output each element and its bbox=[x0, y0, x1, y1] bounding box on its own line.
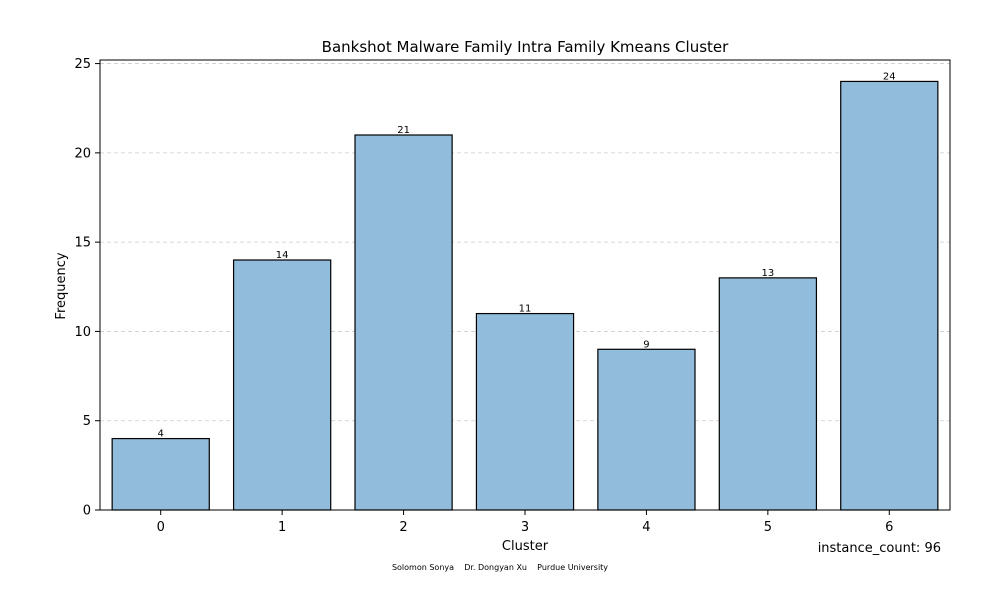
x-tick-label: 0 bbox=[157, 520, 165, 535]
y-tick-label: 10 bbox=[74, 325, 91, 340]
x-axis-ticks: 0 1 2 3 4 5 6 bbox=[157, 510, 893, 535]
bar bbox=[232, 259, 332, 511]
x-tick-label: 1 bbox=[278, 520, 286, 535]
bar bbox=[597, 348, 696, 511]
y-tick-label: 5 bbox=[83, 414, 91, 429]
y-tick-label: 15 bbox=[74, 236, 91, 251]
x-tick-label: 5 bbox=[764, 520, 772, 535]
bar bbox=[718, 277, 818, 511]
bar-value-label: 21 bbox=[397, 125, 410, 136]
y-tick-label: 20 bbox=[74, 146, 91, 161]
y-tick-label: 0 bbox=[83, 504, 91, 519]
bar-value-label: 24 bbox=[883, 71, 896, 82]
data-labels: 4 14 21 11 9 13 24 bbox=[158, 71, 896, 439]
bar-value-label: 9 bbox=[643, 339, 649, 350]
bar-value-label: 4 bbox=[158, 429, 164, 440]
bar-value-label: 13 bbox=[761, 268, 774, 279]
x-tick-label: 4 bbox=[642, 520, 650, 535]
y-tick-label: 25 bbox=[74, 57, 91, 72]
bars bbox=[111, 80, 939, 511]
x-tick-label: 2 bbox=[399, 520, 407, 535]
instance-count-label: instance_count: 96 bbox=[818, 541, 941, 556]
bar-value-label: 11 bbox=[519, 304, 532, 315]
x-axis-label: Cluster bbox=[502, 539, 549, 554]
y-axis-label: Frequency bbox=[54, 252, 69, 319]
bar bbox=[840, 80, 939, 511]
x-tick-label: 3 bbox=[521, 520, 529, 535]
bar-value-label: 14 bbox=[276, 250, 289, 261]
bar bbox=[354, 134, 453, 511]
chart-title: Bankshot Malware Family Intra Family Kme… bbox=[322, 38, 729, 56]
y-axis-ticks: 0 5 10 15 20 25 bbox=[74, 57, 100, 519]
bar bbox=[111, 437, 210, 511]
bar bbox=[475, 312, 575, 511]
x-tick-label: 6 bbox=[885, 520, 893, 535]
credits-text: Solomon Sonya Dr. Dongyan Xu Purdue Univ… bbox=[392, 563, 608, 572]
